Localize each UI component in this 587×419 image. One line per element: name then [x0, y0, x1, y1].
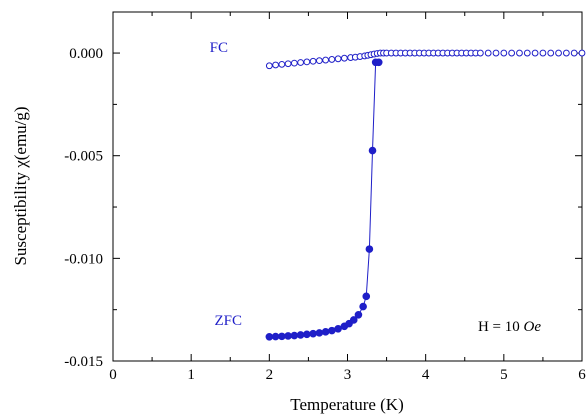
zfc-data-point: [296, 331, 305, 339]
zfc-data-point: [368, 146, 377, 155]
fc-data-point: [340, 54, 348, 62]
zfc-data-point: [303, 330, 311, 339]
fc-data-point: [539, 49, 547, 57]
y-tick-label: -0.015: [64, 354, 103, 370]
fc-data-point: [492, 49, 500, 57]
fc-data-point: [322, 56, 330, 64]
y-tick-label: -0.010: [64, 251, 103, 267]
fc-data-point: [476, 49, 484, 57]
fc-data-point: [290, 59, 298, 67]
fc-data-point: [484, 49, 492, 57]
zfc-data-point: [374, 58, 383, 67]
fc-data-point: [297, 59, 305, 66]
zfc-data-point: [349, 316, 358, 324]
x-tick-label: 0: [109, 367, 117, 383]
zfc-data-point: [290, 331, 299, 340]
zfc-data-point: [365, 245, 374, 253]
zfc-data-point: [315, 329, 324, 337]
zfc-data-point: [328, 326, 336, 335]
x-tick-label: 1: [187, 367, 195, 383]
field-annotation-prefix: H = 10: [478, 319, 524, 335]
fc-data-point: [315, 57, 323, 65]
zfc-data-point: [265, 332, 274, 341]
field-annotation: H = 10 Oe: [478, 319, 541, 335]
y-tick-label: 0.000: [69, 46, 103, 62]
fc-data-point: [562, 49, 570, 57]
zfc-data-point: [309, 329, 317, 338]
axis-ticks: [112, 12, 583, 362]
zfc-series-label: ZFC: [214, 313, 242, 329]
y-axis-title: Susceptibility χ(emu/g): [11, 106, 30, 265]
field-annotation-unit: Oe: [524, 319, 542, 335]
zfc-data-point: [354, 311, 363, 319]
fc-series-label: FC: [210, 40, 228, 56]
fc-data-point: [523, 49, 531, 57]
x-tick-label: 2: [266, 367, 274, 383]
fc-data-point: [555, 49, 562, 57]
axis-tick-labels: 0 1 2 3 4 5 6 0.000 -0.005 -0.010 -0.015: [64, 46, 586, 383]
zfc-data-point: [362, 292, 371, 301]
fc-data-point: [516, 49, 523, 57]
fc-data-point: [272, 61, 279, 69]
x-axis-title: Temperature (K): [290, 395, 404, 414]
plot-frame: [112, 11, 583, 362]
zfc-data-point: [278, 332, 286, 341]
fc-data-point: [508, 49, 516, 57]
fc-data-point: [578, 49, 586, 57]
fc-data-point: [334, 55, 342, 63]
fc-data-point: [309, 57, 317, 65]
fc-data-point: [278, 60, 286, 68]
fc-data-point: [531, 49, 539, 57]
x-tick-label: 3: [344, 367, 352, 383]
data-series: [265, 49, 586, 341]
x-tick-label: 5: [500, 367, 508, 383]
fc-data-point: [284, 60, 292, 68]
zfc-connecting-line: [269, 61, 379, 338]
x-tick-label: 4: [422, 367, 430, 383]
fc-data-point: [547, 49, 555, 57]
zfc-data-point: [271, 332, 280, 341]
fc-data-point: [303, 58, 311, 66]
fc-data-point: [500, 49, 508, 57]
fc-data-point: [265, 62, 273, 70]
zfc-data-point: [334, 324, 342, 333]
zfc-data-point: [284, 332, 292, 340]
zfc-data-point: [359, 302, 367, 311]
fc-data-point: [328, 56, 336, 63]
x-tick-label: 6: [578, 367, 586, 383]
zfc-data-point: [321, 328, 330, 336]
fc-data-point: [570, 49, 578, 57]
y-tick-label: -0.005: [64, 149, 103, 165]
